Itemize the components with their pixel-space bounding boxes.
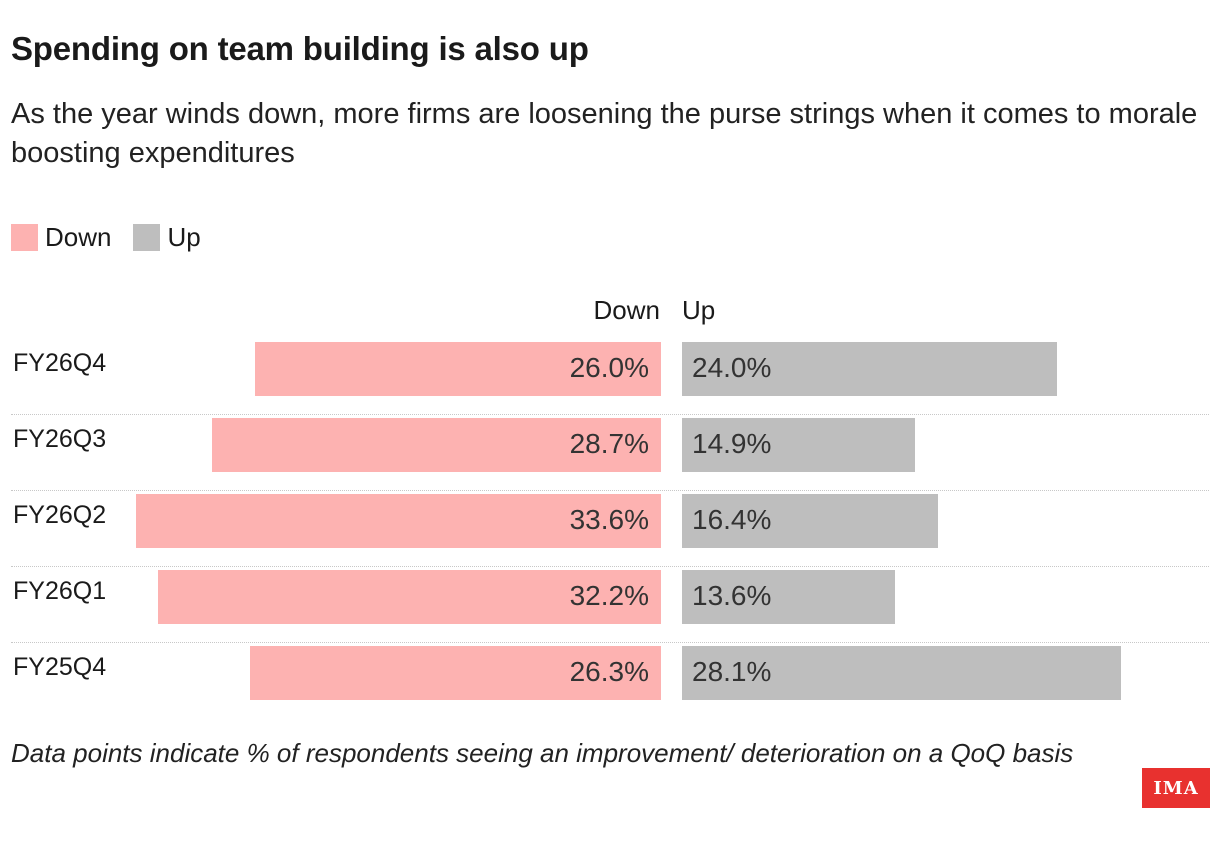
legend-label-down: Down <box>45 222 112 252</box>
legend-item-up: Up <box>133 222 201 253</box>
data-label-down: 26.3% <box>569 656 649 687</box>
chart-subtitle: As the year winds down, more firms are l… <box>11 98 1198 169</box>
bar-up <box>682 494 939 548</box>
data-label-up: 13.6% <box>692 580 772 611</box>
chart-row: FY26Q4 26.0% 24.0% <box>11 339 1209 415</box>
bar-up <box>682 418 915 472</box>
data-label-down: 26.0% <box>569 352 649 383</box>
bar-down <box>212 418 661 472</box>
column-header-down: Down <box>593 295 660 325</box>
bar-down <box>254 342 661 396</box>
row-divider <box>11 414 1209 415</box>
category-label: FY25Q4 <box>13 653 107 681</box>
legend-swatch-up <box>133 224 161 251</box>
bar-up <box>682 570 895 624</box>
data-label-down: 32.2% <box>569 580 649 611</box>
footnote: Data points indicate % of respondents se… <box>11 738 1074 768</box>
data-label-down: 28.7% <box>569 428 649 459</box>
chart-row: FY25Q4 26.3% 28.1% <box>11 643 1209 719</box>
legend-label-up: Up <box>167 222 201 252</box>
data-label-up: 14.9% <box>692 428 772 459</box>
data-label-up: 28.1% <box>692 656 772 687</box>
category-label: FY26Q3 <box>13 425 107 453</box>
category-label: FY26Q2 <box>13 501 107 529</box>
chart-row: FY26Q3 28.7% 14.9% <box>11 415 1209 491</box>
data-label-down: 33.6% <box>569 504 649 535</box>
bar-up <box>682 646 1122 700</box>
brand-logo: IMA <box>1142 768 1210 808</box>
chart-title: Spending on team building is also up <box>11 30 589 67</box>
bar-down <box>249 646 661 700</box>
category-label: FY26Q1 <box>13 577 107 605</box>
legend-item-down: Down <box>11 222 111 253</box>
legend: Down Up <box>11 222 223 253</box>
row-divider <box>11 566 1209 567</box>
legend-swatch-down <box>11 224 38 251</box>
chart-row: FY26Q1 32.2% 13.6% <box>11 567 1209 643</box>
row-divider <box>11 490 1209 491</box>
bar-down <box>135 494 661 548</box>
row-divider <box>11 642 1209 643</box>
bar-down <box>157 570 661 624</box>
bar-up <box>682 342 1058 396</box>
column-header-up: Up <box>682 295 716 325</box>
chart-row: FY26Q2 33.6% 16.4% <box>11 491 1209 567</box>
data-label-up: 24.0% <box>692 352 772 383</box>
data-label-up: 16.4% <box>692 504 772 535</box>
category-label: FY26Q4 <box>13 349 107 377</box>
